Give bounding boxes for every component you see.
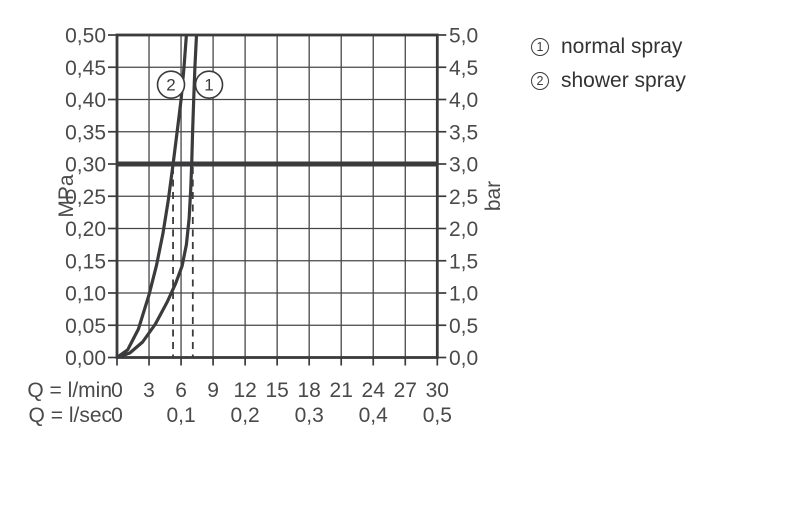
x-tick-label-lsec: 0,5 [423, 404, 452, 427]
y-left-tick-label: 0,35 [65, 121, 106, 144]
y-left-tick-label: 0,25 [65, 186, 106, 209]
x-tick-label-lsec: 0,3 [295, 404, 324, 427]
y-right-tick-label: 0,5 [449, 315, 478, 338]
x-tick-label-lmin: 24 [362, 379, 386, 402]
curve-label-circle [194, 70, 224, 99]
x-tick-label-lmin: 6 [175, 379, 187, 402]
y-left-tick-label: 0,15 [65, 250, 106, 273]
y-right-tick-label: 4,5 [449, 57, 478, 80]
legend-symbol-1-icon: 1 [531, 38, 549, 56]
legend-item-normal-spray: 1 normal spray [531, 34, 686, 60]
y-right-tick-label: 3,0 [449, 154, 478, 177]
x-tick-label-lmin: 0 [111, 379, 123, 402]
y-left-tick-label: 0,20 [65, 218, 106, 241]
y-left-tick-label: 0,40 [65, 89, 106, 112]
curve-label-number: 1 [204, 76, 213, 95]
x-tick-label-lmin: 15 [265, 379, 288, 402]
y-axis-unit-bar: bar [482, 181, 505, 211]
curve-label-circle [156, 70, 186, 99]
y-right-tick-label: 0,0 [449, 347, 478, 370]
y-left-tick-label: 0,05 [65, 315, 106, 338]
x-tick-label-lmin: 30 [426, 379, 449, 402]
y-left-tick-label: 0,10 [65, 283, 106, 306]
y-left-tick-label: 0,45 [65, 57, 106, 80]
x-tick-label-lmin: 3 [143, 379, 155, 402]
curve-normal-spray [117, 35, 199, 358]
x-tick-label-lmin: 9 [207, 379, 219, 402]
y-left-tick-label: 0,00 [65, 347, 106, 370]
x-tick-label-lsec: 0 [111, 404, 123, 427]
x-axis-unit-lsec: Q = l/sec [29, 404, 112, 427]
y-right-tick-label: 2,5 [449, 186, 478, 209]
y-right-tick-label: 1,5 [449, 250, 478, 273]
legend: 1 normal spray 2 shower spray [531, 34, 686, 94]
y-right-tick-label: 3,5 [449, 121, 478, 144]
y-right-tick-label: 1,0 [449, 283, 478, 306]
y-left-tick-label: 0,30 [65, 154, 106, 177]
y-right-tick-label: 4,0 [449, 89, 478, 112]
y-left-tick-label: 0,50 [65, 25, 106, 48]
legend-item-shower-spray: 2 shower spray [531, 68, 686, 94]
x-tick-label-lsec: 0,4 [359, 404, 389, 427]
y-right-tick-label: 2,0 [449, 218, 478, 241]
x-tick-label-lmin: 21 [330, 379, 353, 402]
legend-symbol-2-icon: 2 [531, 72, 549, 90]
legend-label-shower-spray: shower spray [561, 69, 686, 92]
y-right-tick-label: 5,0 [449, 25, 478, 48]
x-tick-label-lmin: 27 [394, 379, 417, 402]
x-tick-label-lsec: 0,2 [231, 404, 260, 427]
x-tick-label-lmin: 12 [233, 379, 256, 402]
plot-border [115, 33, 439, 359]
x-axis-unit-lmin: Q = l/min [27, 379, 112, 402]
curve-label-number: 2 [166, 76, 175, 95]
x-tick-label-lsec: 0,1 [166, 404, 195, 427]
legend-label-normal-spray: normal spray [561, 35, 683, 58]
y-axis-unit-mpa: MPa [55, 174, 78, 218]
x-tick-label-lmin: 18 [298, 379, 321, 402]
